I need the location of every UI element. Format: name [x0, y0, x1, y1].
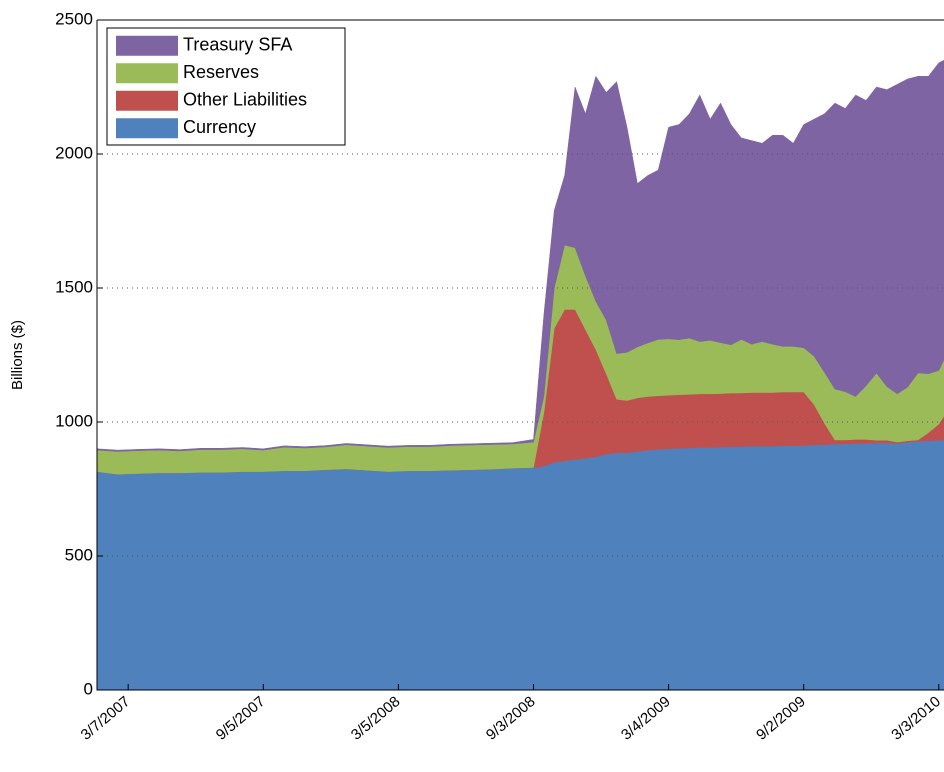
y-tick-label: 500	[65, 545, 93, 564]
area	[96, 59, 944, 452]
y-axis-label: Billions ($)	[9, 320, 26, 390]
legend-swatch	[116, 90, 178, 111]
x-tick-label: 3/4/2009	[618, 693, 674, 744]
x-tick-label: 9/2/2009	[753, 693, 809, 744]
axis-frame	[96, 19, 944, 691]
y-tick-label: 1500	[55, 277, 93, 296]
plot-area	[96, 59, 944, 691]
legend-label: Other Liabilities	[183, 90, 307, 110]
x-tick-label: 3/5/2008	[348, 693, 404, 744]
area	[96, 439, 944, 691]
legend-label: Currency	[183, 117, 256, 137]
x-tick-label: 3/7/2007	[78, 693, 134, 744]
x-tick-label: 3/3/2010	[888, 693, 944, 744]
legend-swatch	[116, 118, 178, 139]
grid	[97, 153, 944, 557]
y-tick-label: 2000	[55, 143, 93, 162]
y-tick-label: 2500	[55, 9, 93, 28]
legend-label: Reserves	[183, 62, 259, 82]
y-tick-label: 1000	[55, 411, 93, 430]
legend-swatch	[116, 35, 178, 56]
x-tick-label: 9/3/2008	[483, 693, 539, 744]
legend-label: Treasury SFA	[183, 35, 292, 55]
legend: Treasury SFA Reserves Other Liabilities Cur…	[106, 27, 346, 146]
legend-swatch	[116, 63, 178, 84]
y-tick-label: 0	[84, 679, 93, 698]
x-tick-label: 9/5/2007	[213, 693, 269, 744]
